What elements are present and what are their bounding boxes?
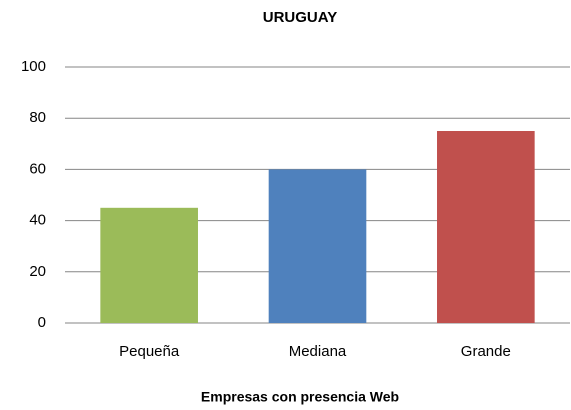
bar: [268, 169, 367, 323]
bar: [437, 131, 535, 323]
y-tick-label: 80: [29, 109, 46, 126]
x-axis-label: Empresas con presencia Web: [201, 389, 399, 405]
bar: [100, 207, 198, 323]
y-tick-label: 20: [29, 263, 46, 280]
x-tick-label: Grande: [461, 343, 511, 360]
y-tick-label: 60: [29, 160, 46, 177]
y-tick-label: 100: [21, 58, 46, 75]
y-tick-label: 0: [38, 314, 46, 331]
chart-title: URUGUAY: [263, 9, 337, 26]
y-tick-label: 40: [29, 212, 46, 229]
x-tick-label: Pequeña: [119, 343, 180, 360]
x-tick-label: Mediana: [289, 343, 347, 360]
